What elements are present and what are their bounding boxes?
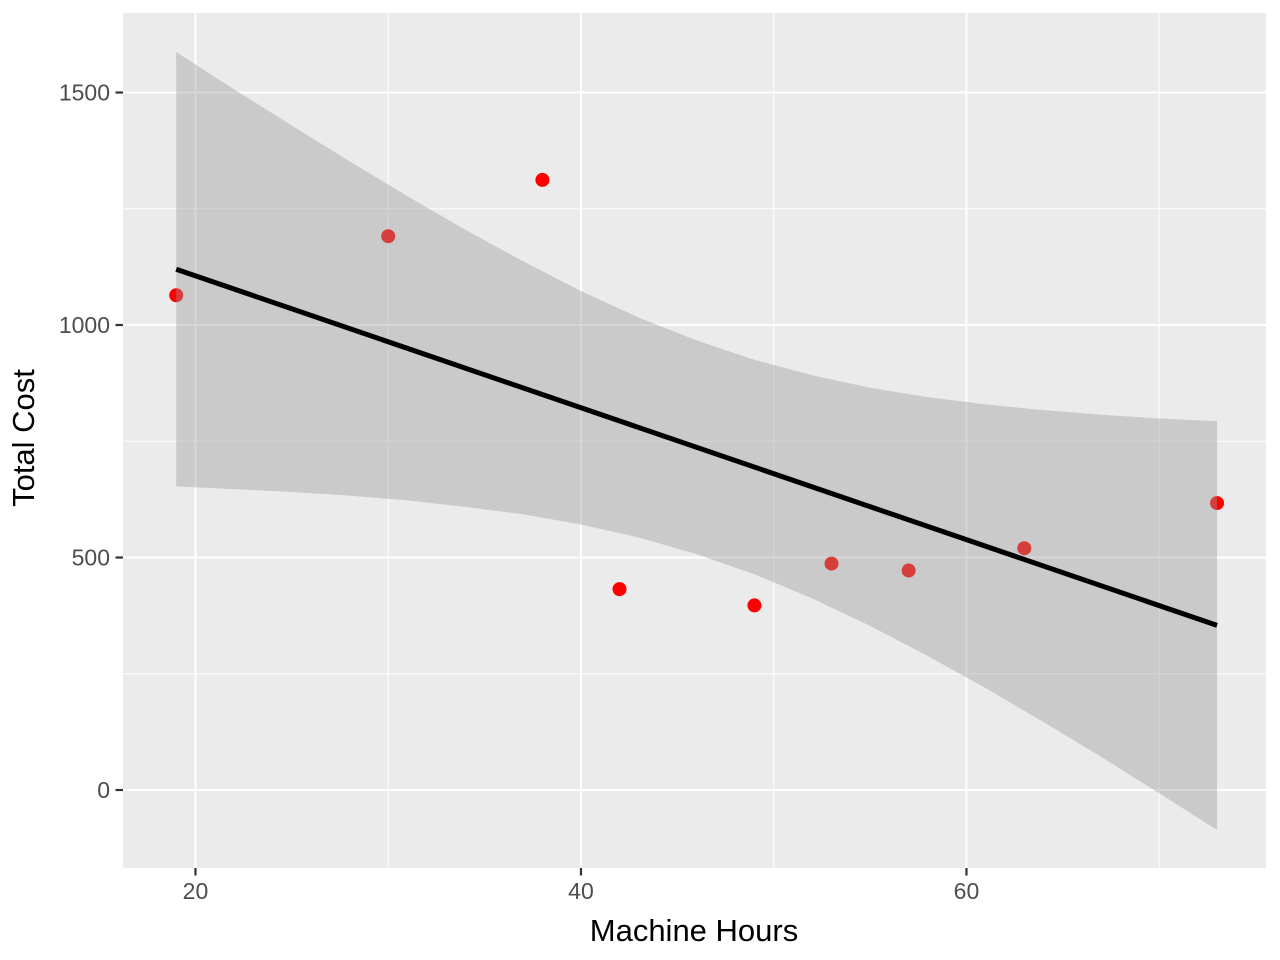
y-tick-label: 1000 (59, 312, 110, 338)
y-tick-label: 500 (72, 545, 110, 571)
panel-background (123, 13, 1266, 868)
x-axis-title: Machine Hours (590, 913, 798, 948)
y-tick-label: 0 (97, 777, 110, 803)
data-layer (169, 52, 1225, 831)
scatter-point (824, 556, 839, 571)
scatter-point (1017, 541, 1032, 556)
scatter-point (612, 582, 627, 597)
scatter-point (381, 229, 396, 244)
scatter-point (1210, 496, 1225, 511)
scatter-point (169, 288, 184, 303)
regression-line (175, 266, 1218, 628)
panel-layer (123, 13, 1266, 868)
scatter-point (535, 172, 550, 187)
x-tick-label: 40 (568, 878, 594, 904)
y-tick-label: 1500 (59, 80, 110, 106)
scatter-point (747, 598, 762, 613)
x-tick-label: 20 (183, 878, 209, 904)
x-tick-label: 60 (954, 878, 980, 904)
axis-layer: 20 40 60 0 500 1000 1500 (59, 80, 979, 904)
confidence-band (176, 52, 1218, 831)
grid-layer (123, 13, 1266, 868)
y-axis-title: Total Cost (6, 369, 41, 507)
scatter-point (901, 563, 916, 578)
